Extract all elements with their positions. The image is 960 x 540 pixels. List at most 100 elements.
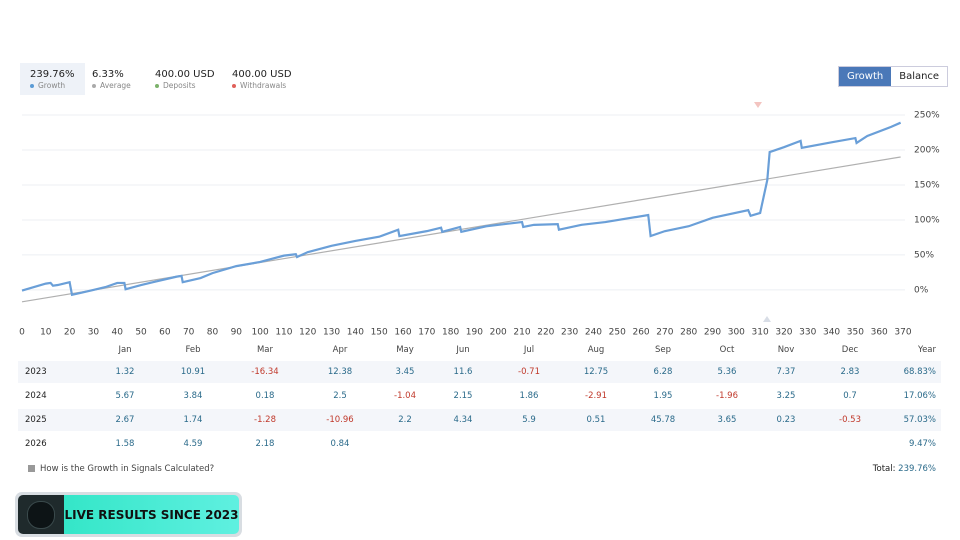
x-tick-label: 150 — [371, 328, 388, 338]
banner[interactable]: LIVE RESULTS SINCE 2023 — [15, 492, 242, 537]
x-tick-label: 320 — [775, 328, 792, 338]
total: Total: 239.76% — [873, 464, 936, 474]
cell: 1.95 — [653, 391, 673, 401]
cell: -1.04 — [394, 391, 416, 401]
stat-value: 239.76% — [30, 69, 75, 80]
x-tick-label: 300 — [728, 328, 745, 338]
cell: 3.84 — [183, 391, 203, 401]
dot — [92, 84, 96, 88]
x-tick-label: 160 — [394, 328, 411, 338]
tab[interactable]: Growth — [839, 67, 892, 86]
x-tick-label: 190 — [466, 328, 483, 338]
month-header: Jul — [523, 345, 535, 355]
month-header: Jan — [118, 345, 132, 355]
x-tick-label: 30 — [88, 328, 100, 338]
icon — [28, 465, 35, 472]
x-tick-label: 260 — [632, 328, 649, 338]
year: 2023 — [25, 367, 47, 377]
tab[interactable]: Balance — [899, 71, 940, 82]
stat: 400.00 USD Deposits — [145, 63, 225, 95]
x-tick-label: 70 — [183, 328, 195, 338]
y-tick-label: 250% — [914, 110, 940, 120]
cell: 10.91 — [180, 367, 206, 377]
x-tick-label: 120 — [299, 328, 316, 338]
year: 2024 — [25, 391, 47, 401]
cell: 6.28 — [653, 367, 673, 377]
row-bg — [18, 361, 941, 383]
month-header: Mar — [256, 345, 274, 355]
y-tick-label: 150% — [914, 180, 940, 190]
cell: 7.37 — [776, 367, 796, 377]
stat-label: Deposits — [155, 81, 215, 90]
cell: 5.9 — [522, 415, 536, 425]
x-tick-label: 240 — [585, 328, 602, 338]
x-tick-label: 50 — [135, 328, 147, 338]
cell: 4.34 — [453, 415, 473, 425]
marker — [763, 316, 771, 322]
stat: 400.00 USD Withdrawals — [222, 63, 302, 95]
cell: 0.7 — [843, 391, 857, 401]
stat-value: 400.00 USD — [232, 69, 292, 80]
month-header: Dec — [841, 345, 859, 355]
x-tick-label: 370 — [894, 328, 911, 338]
cell: 45.78 — [650, 415, 676, 425]
month-header: Aug — [587, 345, 605, 355]
year: 2025 — [25, 415, 47, 425]
x-tick-label: 200 — [490, 328, 507, 338]
year-total: 68.83% — [903, 367, 936, 377]
cell: 0.84 — [330, 439, 350, 449]
cell: 3.45 — [395, 367, 415, 377]
x-tick-label: 0 — [19, 328, 25, 338]
cell: 3.65 — [717, 415, 737, 425]
cell: 5.36 — [717, 367, 737, 377]
x-tick-label: 60 — [159, 328, 171, 338]
cell: -16.34 — [251, 367, 279, 377]
chart: 0% 50% 100% 150% 200% 250% 0 10 20 30 40 50 60 70 80 90… — [19, 102, 940, 338]
y-tick-label: 0% — [914, 285, 929, 295]
stat-label: Growth — [30, 81, 75, 90]
total-label: Total: — [872, 464, 896, 474]
total-value: 239.76% — [898, 464, 936, 474]
dot — [155, 84, 159, 88]
year-header: Year — [918, 345, 936, 355]
month-header: Sep — [654, 345, 672, 355]
marker — [754, 102, 762, 108]
cell: 2.2 — [398, 415, 412, 425]
help-link[interactable]: How is the Growth in Signals Calculated? — [28, 464, 214, 474]
cell: 11.6 — [453, 367, 473, 377]
cell: -1.96 — [716, 391, 738, 401]
cell: 1.74 — [183, 415, 203, 425]
cell: -10.96 — [326, 415, 354, 425]
stat-label-text: Deposits — [163, 81, 196, 90]
x-tick-label: 40 — [112, 328, 124, 338]
x-tick-label: 280 — [680, 328, 697, 338]
stat-value: 400.00 USD — [155, 69, 215, 80]
cell: 12.75 — [583, 367, 609, 377]
banner-text: LIVE RESULTS SINCE 2023 — [64, 495, 239, 534]
x-tick-label: 310 — [752, 328, 769, 338]
dot — [30, 84, 34, 88]
cell: 1.86 — [519, 391, 539, 401]
x-tick-label: 20 — [64, 328, 76, 338]
x-tick-label: 80 — [207, 328, 219, 338]
cell: 5.67 — [115, 391, 135, 401]
cell: 2.67 — [115, 415, 135, 425]
month-header: May — [396, 345, 414, 355]
cell: 0.23 — [776, 415, 796, 425]
cell: 2.83 — [840, 367, 860, 377]
banner-inner: LIVE RESULTS SINCE 2023 — [18, 495, 239, 534]
x-tick-label: 340 — [823, 328, 840, 338]
cell: 0.18 — [255, 391, 275, 401]
year-total: 17.06% — [903, 391, 936, 401]
cell: 2.5 — [333, 391, 347, 401]
stat: 239.76% Growth — [20, 63, 85, 95]
row-bg — [18, 409, 941, 431]
link-text[interactable]: How is the Growth in Signals Calculated? — [40, 464, 215, 474]
x-tick-label: 130 — [323, 328, 340, 338]
cell: 12.38 — [327, 367, 353, 377]
cell: 2.18 — [255, 439, 275, 449]
y-tick-label: 100% — [914, 215, 940, 225]
cell: 0.51 — [586, 415, 606, 425]
cell: -0.71 — [518, 367, 540, 377]
